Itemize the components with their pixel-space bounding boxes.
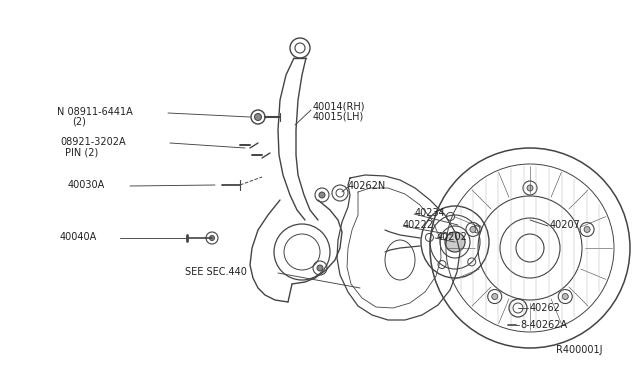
Text: 40030A: 40030A	[68, 180, 105, 190]
Text: 40015(LH): 40015(LH)	[313, 111, 364, 121]
Text: N 08911-6441A: N 08911-6441A	[57, 107, 132, 117]
Text: 40207: 40207	[550, 220, 581, 230]
Circle shape	[445, 232, 465, 252]
Circle shape	[492, 294, 498, 299]
Circle shape	[209, 235, 214, 241]
Circle shape	[255, 113, 262, 121]
Text: 40262: 40262	[530, 303, 561, 313]
Text: 40234: 40234	[415, 208, 445, 218]
Text: 40262N: 40262N	[348, 181, 387, 191]
Text: (2): (2)	[72, 117, 86, 127]
Circle shape	[470, 227, 476, 232]
Text: SEE SEC.440: SEE SEC.440	[185, 267, 247, 277]
Text: 40222: 40222	[403, 220, 434, 230]
Text: 40040A: 40040A	[60, 232, 97, 242]
Text: PIN (2): PIN (2)	[65, 147, 99, 157]
Text: 40202: 40202	[437, 232, 468, 242]
Text: 40014(RH): 40014(RH)	[313, 101, 365, 111]
Text: 8-40262A: 8-40262A	[520, 320, 567, 330]
Text: R400001J: R400001J	[556, 345, 602, 355]
Circle shape	[319, 192, 325, 198]
Circle shape	[527, 185, 533, 191]
Circle shape	[317, 265, 323, 271]
Circle shape	[584, 227, 590, 232]
Text: 08921-3202A: 08921-3202A	[60, 137, 125, 147]
Circle shape	[563, 294, 568, 299]
